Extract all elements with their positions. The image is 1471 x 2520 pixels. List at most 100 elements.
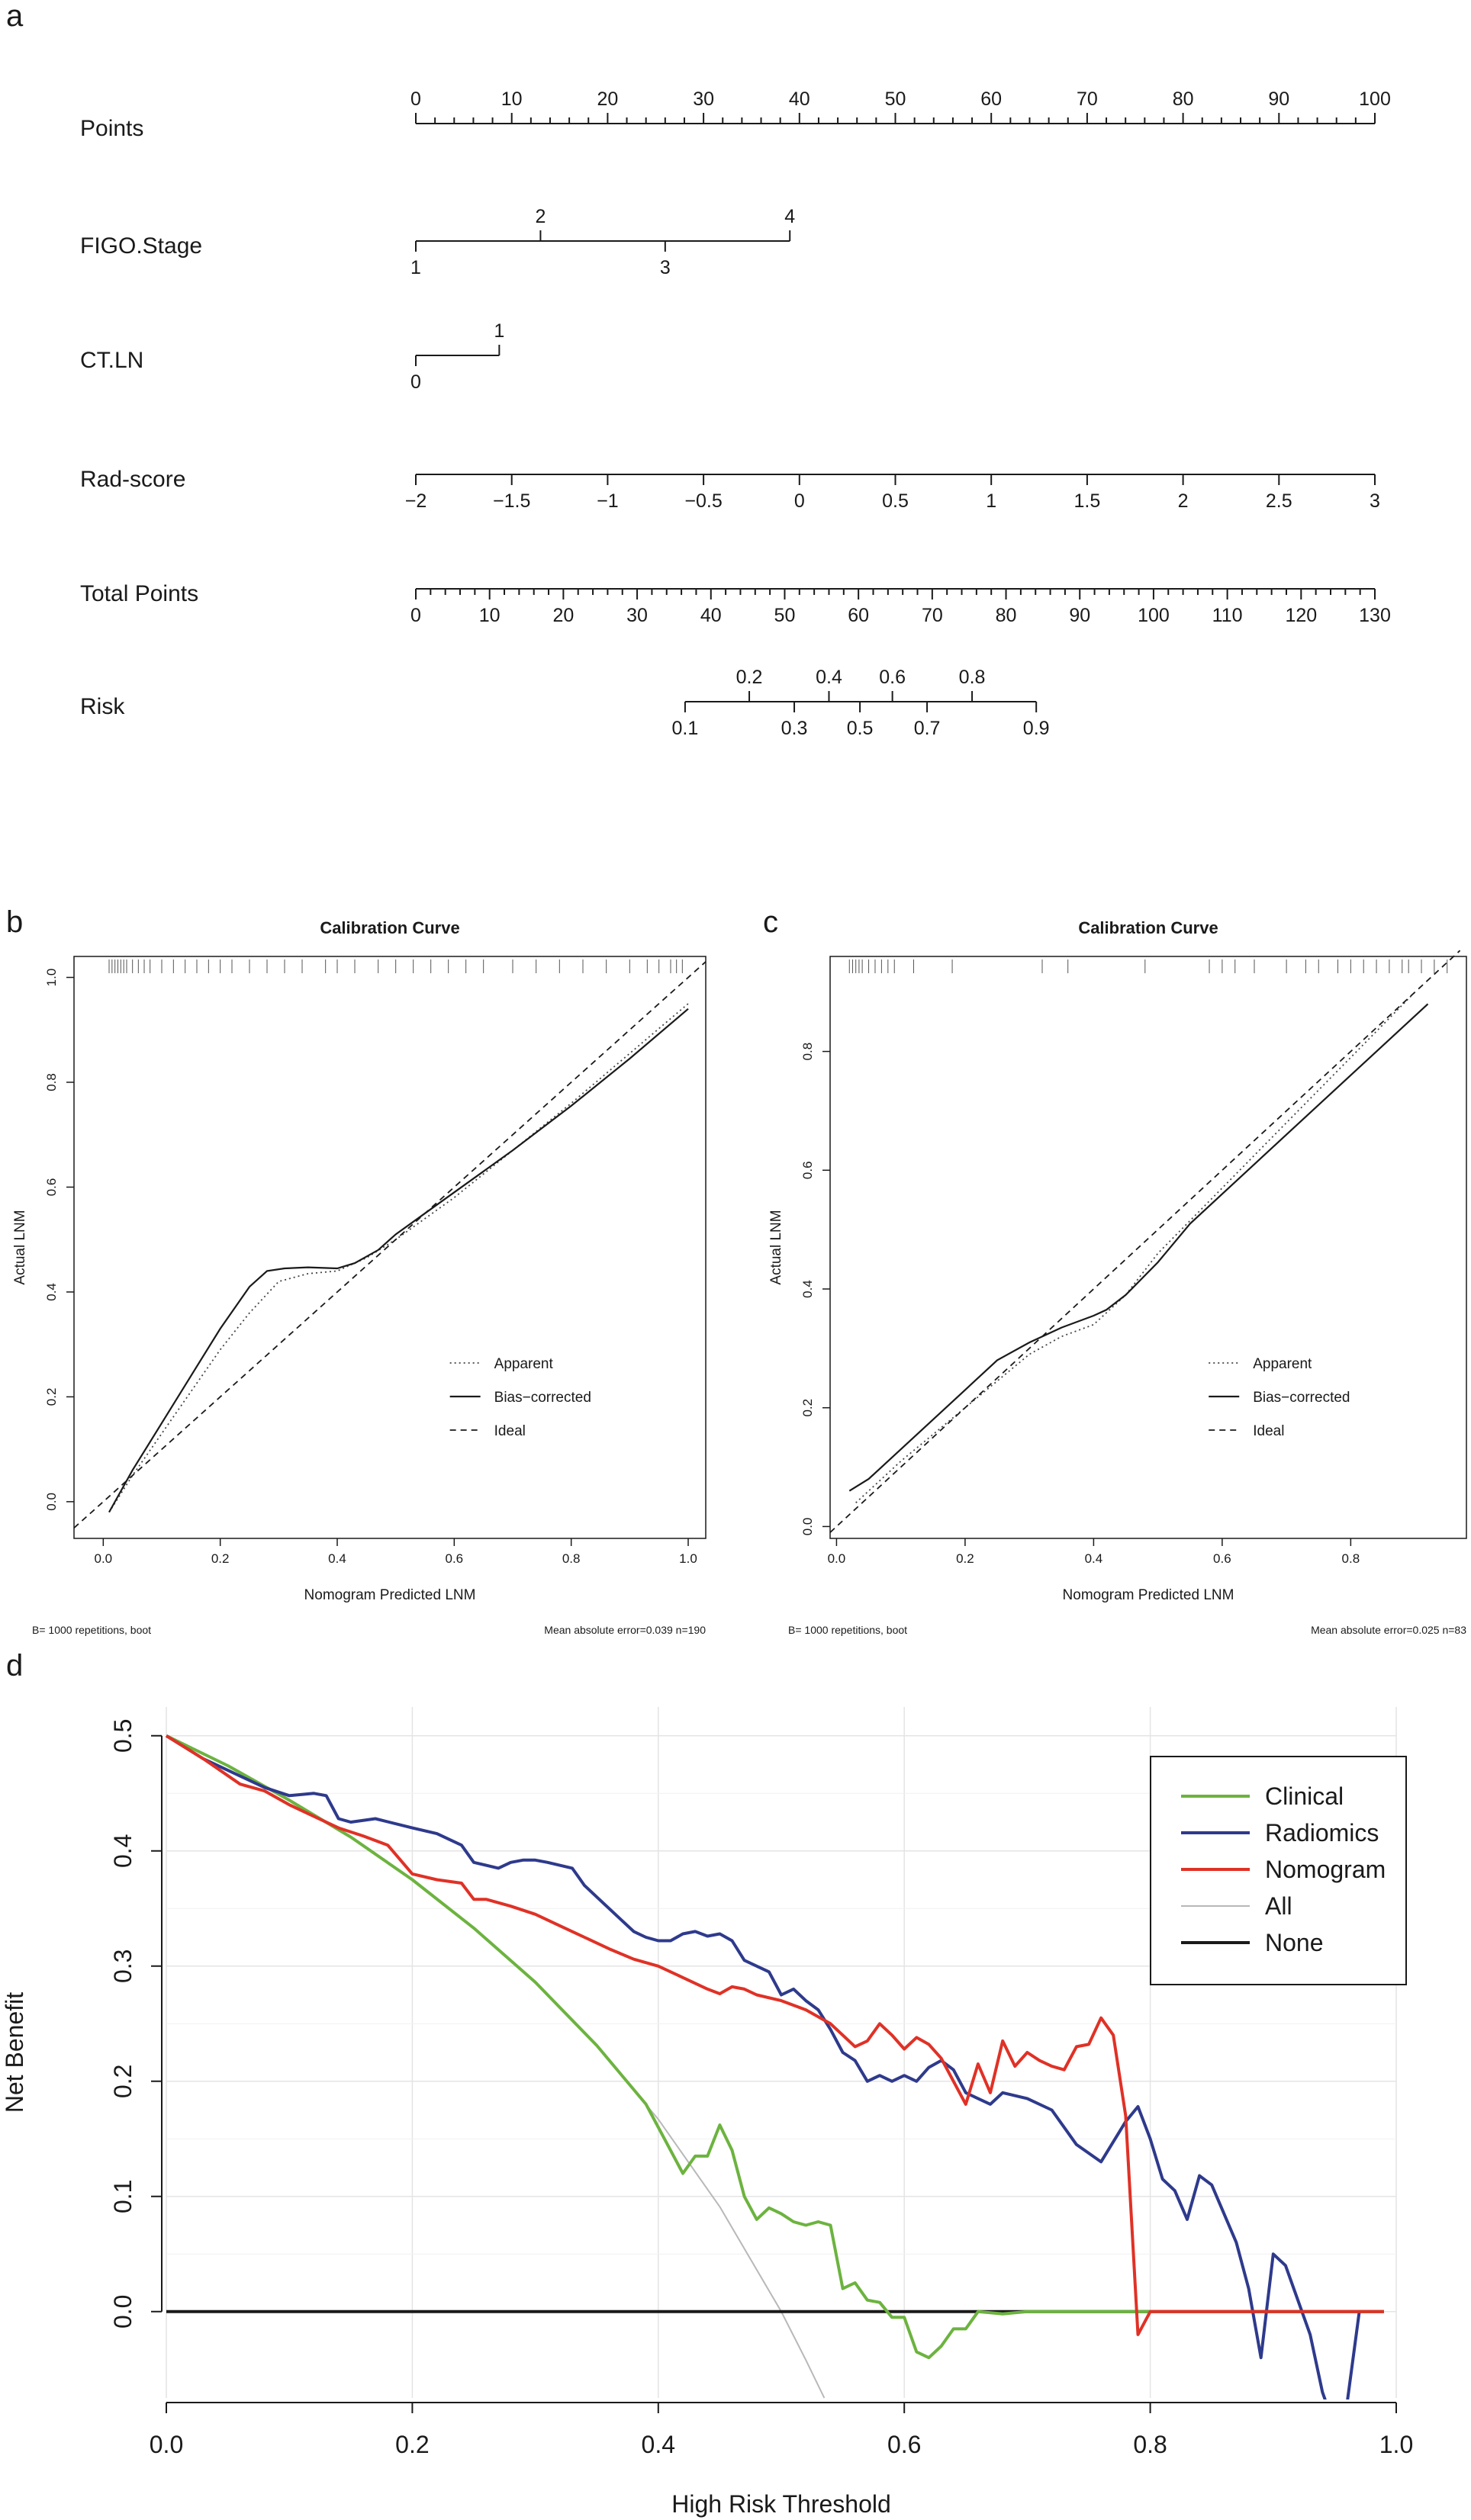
legend-label: Nomogram bbox=[1265, 1856, 1386, 1883]
y-tick-label: 0.0 bbox=[800, 1518, 815, 1536]
x-tick-label: 0.0 bbox=[95, 1551, 113, 1566]
panel-label-a: a bbox=[6, 0, 24, 33]
total-points-tick-label: 20 bbox=[552, 605, 574, 626]
legend-label: Bias−corrected bbox=[1253, 1390, 1350, 1406]
risk-tick-label: 0.1 bbox=[672, 718, 699, 739]
total-points-tick-label: 70 bbox=[922, 605, 943, 626]
points-tick-label: 0 bbox=[410, 88, 421, 110]
total-points-tick-label: 50 bbox=[774, 605, 796, 626]
dca-series-clinical bbox=[166, 1734, 1384, 2360]
panel-label-c: c bbox=[763, 905, 778, 939]
footer-left: B= 1000 repetitions, boot bbox=[32, 1624, 151, 1636]
legend-label: Apparent bbox=[494, 1356, 554, 1372]
points-tick-label: 20 bbox=[597, 88, 618, 110]
risk-tick-label: 0.6 bbox=[879, 667, 906, 688]
nomogram-row-label: CT.LN bbox=[80, 348, 143, 373]
x-tick-label: 0.8 bbox=[1133, 2431, 1167, 2458]
y-tick-label: 0.3 bbox=[109, 1949, 137, 1983]
x-tick-label: 0.0 bbox=[150, 2431, 183, 2458]
rad-score-tick-label: 2 bbox=[1178, 490, 1189, 512]
x-tick-label: 0.4 bbox=[328, 1551, 346, 1566]
x-tick-label: 1.0 bbox=[679, 1551, 697, 1566]
calibration-title: Calibration Curve bbox=[320, 918, 459, 937]
rad-score-tick-label: 2.5 bbox=[1266, 490, 1292, 512]
panel-label-d: d bbox=[6, 1649, 23, 1683]
nomogram-row-label: FIGO.Stage bbox=[80, 233, 202, 259]
x-tick-label: 0.8 bbox=[1342, 1551, 1360, 1566]
calibration-panel-c: Calibration Curve 0.0 0.2 0.4 0.6 0.8 0.0 0.2 0.… bbox=[768, 918, 1467, 1636]
points-tick-label: 60 bbox=[980, 88, 1002, 110]
y-tick-label: 0.8 bbox=[44, 1073, 59, 1091]
total-points-tick-label: 90 bbox=[1069, 605, 1090, 626]
plot-frame bbox=[829, 956, 1467, 1539]
y-tick-label: 0.0 bbox=[109, 2295, 137, 2329]
total-points-tick-label: 80 bbox=[996, 605, 1017, 626]
y-axis-label: Actual LNM bbox=[12, 1210, 28, 1284]
nomogram-row-label: Risk bbox=[80, 694, 125, 719]
x-tick-label: 0.6 bbox=[1213, 1551, 1231, 1566]
risk-tick-label: 0.3 bbox=[781, 718, 808, 739]
points-tick-label: 70 bbox=[1077, 88, 1098, 110]
rad-score-tick-label: 1 bbox=[986, 490, 996, 512]
x-tick-label: 0.2 bbox=[211, 1551, 230, 1566]
footer-right: Mean absolute error=0.039 n=190 bbox=[544, 1624, 706, 1636]
risk-tick-label: 0.7 bbox=[914, 718, 941, 739]
rad-score-tick-label: 0.5 bbox=[882, 490, 909, 512]
y-tick-label: 1.0 bbox=[44, 969, 59, 987]
total-points-tick-label: 100 bbox=[1138, 605, 1170, 626]
y-tick-label: 0.4 bbox=[44, 1283, 59, 1301]
y-tick-label: 0.4 bbox=[109, 1834, 137, 1868]
legend-label: Bias−corrected bbox=[494, 1390, 591, 1406]
x-tick-label: 0.8 bbox=[562, 1551, 581, 1566]
figo-stage-label: 1 bbox=[410, 257, 421, 278]
calibration-series-apparent bbox=[855, 992, 1416, 1503]
total-points-tick-label: 30 bbox=[626, 605, 648, 626]
y-axis-label: Net Benefit bbox=[1, 1992, 28, 2113]
legend-label: Ideal bbox=[494, 1423, 526, 1439]
calibration-series-ideal bbox=[829, 950, 1461, 1533]
dca-series-all bbox=[166, 1734, 826, 2399]
total-points-tick-label: 40 bbox=[700, 605, 722, 626]
legend-label: Apparent bbox=[1253, 1356, 1312, 1372]
calibration-title: Calibration Curve bbox=[1078, 918, 1218, 937]
footer-right: Mean absolute error=0.025 n=83 bbox=[1311, 1624, 1466, 1636]
calibration-series-apparent bbox=[108, 1003, 689, 1513]
points-tick-label: 10 bbox=[501, 88, 523, 110]
calibration-series-bias-corrected bbox=[848, 1003, 1429, 1492]
nomogram-panel: Points FIGO.Stage CT.LN Rad-score Total Poin… bbox=[80, 88, 1391, 739]
x-tick-label: 0.0 bbox=[828, 1551, 846, 1566]
decision-curve-panel: 0.0 0.2 0.4 0.6 0.8 1.0 0.0 0.1 0.2 0.3 0.4 0.5 High… bbox=[1, 1707, 1413, 2518]
y-tick-label: 0.5 bbox=[109, 1719, 137, 1753]
points-tick-label: 90 bbox=[1268, 88, 1289, 110]
risk-tick-label: 0.5 bbox=[847, 718, 874, 739]
total-points-tick-label: 110 bbox=[1212, 605, 1243, 626]
y-axis-label: Actual LNM bbox=[768, 1210, 784, 1284]
dca-series-nomogram bbox=[165, 1734, 1384, 2336]
nomogram-row-label: Rad-score bbox=[80, 467, 185, 492]
rad-score-tick-label: −2 bbox=[405, 490, 427, 512]
figo-stage-label: 4 bbox=[784, 206, 795, 227]
legend-label: None bbox=[1265, 1929, 1324, 1956]
points-tick-label: 80 bbox=[1173, 88, 1194, 110]
nomogram-row-label: Total Points bbox=[80, 581, 198, 606]
x-tick-label: 0.6 bbox=[887, 2431, 921, 2458]
y-tick-label: 0.6 bbox=[800, 1161, 815, 1179]
y-tick-label: 0.0 bbox=[44, 1493, 59, 1511]
x-axis-label: Nomogram Predicted LNM bbox=[304, 1587, 476, 1603]
dca-series-radiomics bbox=[165, 1734, 1361, 2399]
risk-tick-label: 0.4 bbox=[816, 667, 842, 688]
x-tick-label: 0.6 bbox=[446, 1551, 464, 1566]
total-points-tick-label: 10 bbox=[479, 605, 501, 626]
rad-score-tick-label: 0 bbox=[794, 490, 805, 512]
risk-tick-label: 0.9 bbox=[1023, 718, 1050, 739]
rad-score-tick-label: −1.5 bbox=[493, 490, 530, 512]
points-tick-label: 50 bbox=[885, 88, 906, 110]
total-points-tick-label: 60 bbox=[848, 605, 869, 626]
rad-score-tick-label: 1.5 bbox=[1074, 490, 1101, 512]
figo-stage-label: 2 bbox=[535, 206, 546, 227]
y-tick-label: 0.2 bbox=[109, 2065, 137, 2098]
y-tick-label: 0.8 bbox=[800, 1043, 815, 1061]
ct-ln-label: 1 bbox=[494, 320, 504, 342]
legend-label: Ideal bbox=[1253, 1423, 1284, 1439]
